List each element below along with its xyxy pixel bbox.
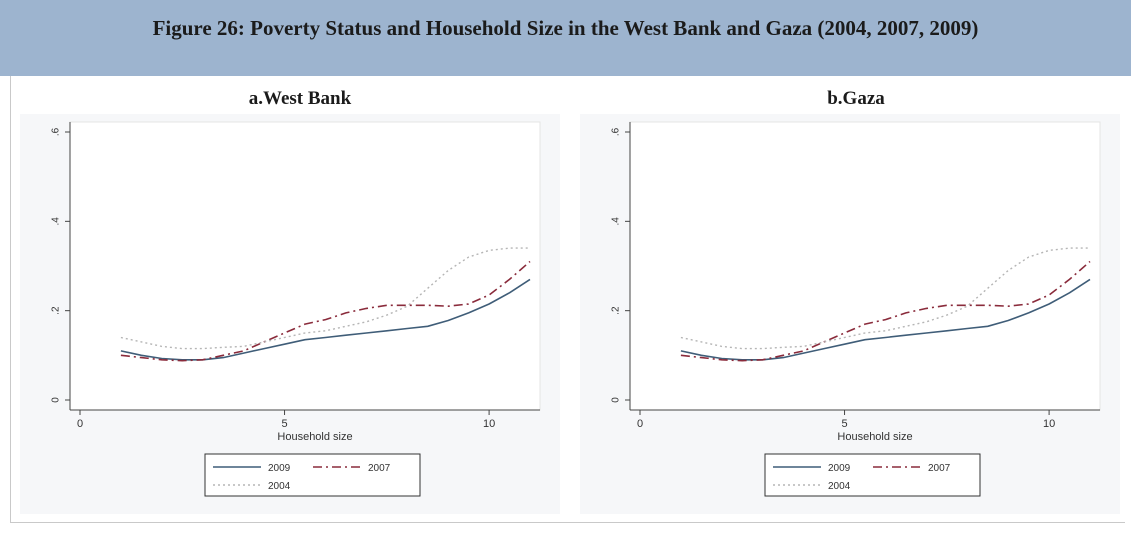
plot-area bbox=[629, 121, 1101, 411]
series-line-2009 bbox=[120, 278, 531, 361]
panel-title-west-bank: a.West Bank bbox=[248, 88, 352, 109]
figure-banner bbox=[0, 0, 1131, 76]
legend bbox=[204, 453, 421, 497]
west-bank-chart: 0 .2 .4 .6 0 5 10 Household size 2009 2007 2004 bbox=[20, 114, 560, 514]
y-tick-label: .2 bbox=[611, 306, 622, 315]
y-tick-label: .6 bbox=[611, 127, 622, 136]
x-tick-label: 10 bbox=[1043, 418, 1055, 430]
y-tick-label: 0 bbox=[611, 397, 622, 403]
legend-label-2009: 2009 bbox=[828, 463, 851, 474]
series-line-2007 bbox=[680, 260, 1091, 362]
x-axis-label: Household size bbox=[837, 431, 912, 443]
y-tick-label: .6 bbox=[51, 127, 62, 136]
y-tick-label: .4 bbox=[51, 217, 62, 226]
x-tick-label: 5 bbox=[841, 418, 847, 430]
legend-label-2007: 2007 bbox=[368, 463, 391, 474]
plot-area bbox=[69, 121, 541, 411]
x-tick-label: 0 bbox=[637, 418, 643, 430]
legend-label-2004: 2004 bbox=[828, 481, 851, 492]
series-line-2007 bbox=[120, 260, 531, 362]
figure-title: Figure 26: Poverty Status and Household … bbox=[152, 16, 979, 40]
series-line-2009 bbox=[680, 278, 1091, 361]
x-tick-label: 5 bbox=[281, 418, 287, 430]
x-tick-label: 0 bbox=[77, 418, 83, 430]
legend-label-2004: 2004 bbox=[268, 481, 291, 492]
panel-title-gaza: b.Gaza bbox=[827, 88, 885, 109]
gaza-chart: 0 .2 .4 .6 0 5 10 Household size 2009 2007 2004 bbox=[580, 114, 1120, 514]
y-tick-label: .4 bbox=[611, 217, 622, 226]
legend-label-2007: 2007 bbox=[928, 463, 951, 474]
legend-label-2009: 2009 bbox=[268, 463, 291, 474]
x-tick-label: 10 bbox=[483, 418, 495, 430]
y-tick-label: 0 bbox=[51, 397, 62, 403]
y-tick-label: .2 bbox=[51, 306, 62, 315]
legend bbox=[764, 453, 981, 497]
x-axis-label: Household size bbox=[277, 431, 352, 443]
